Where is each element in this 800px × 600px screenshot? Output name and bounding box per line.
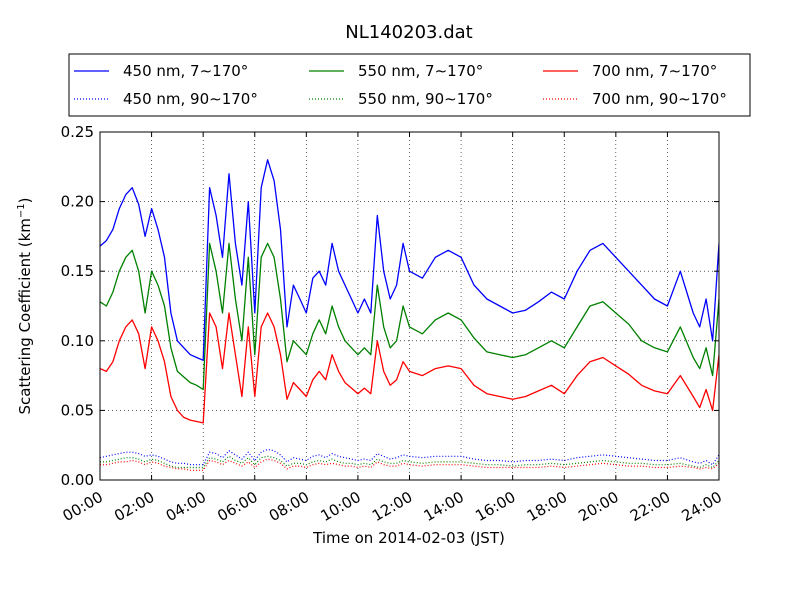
y-axis-label-end: ): [16, 197, 34, 203]
series-line-1: [100, 242, 719, 391]
grid-lines: [100, 132, 719, 480]
plot-area: 00:00 02:00 04:00 06:00 08:00 10:00 12:00 14:00…: [60, 123, 725, 525]
chart-title: NL140203.dat: [345, 22, 472, 43]
x-tick-label: 08:00: [266, 488, 312, 525]
axis-ticks: 00:00 02:00 04:00 06:00 08:00 10:00 12:00 14:00…: [60, 123, 725, 525]
series-line-0: [100, 159, 719, 361]
y-tick-label: 0.15: [61, 262, 94, 280]
y-tick-label: 0.10: [61, 332, 94, 350]
x-tick-label: 18:00: [524, 488, 570, 525]
y-axis-label: Scattering Coefficient (km−1): [16, 197, 34, 414]
y-axis-label-main: Scattering Coefficient (km: [16, 218, 34, 414]
series-line-4: [100, 455, 719, 469]
x-tick-label: 10:00: [317, 488, 363, 525]
x-tick-label: 20:00: [575, 488, 621, 525]
y-tick-label: 0.05: [61, 401, 94, 419]
legend-label-3: 450 nm, 90∼170°: [123, 90, 258, 108]
y-axis-label-sup: −1: [16, 203, 27, 218]
x-tick-label: 14:00: [421, 488, 467, 525]
x-tick-label: 22:00: [627, 488, 673, 525]
x-tick-label: 16:00: [472, 488, 518, 525]
x-tick-label: 06:00: [214, 488, 260, 525]
series-line-3: [100, 448, 719, 466]
legend-label-0: 450 nm, 7∼170°: [123, 62, 248, 80]
legend: 450 nm, 7∼170° 550 nm, 7∼170° 700 nm, 7∼17…: [68, 53, 751, 117]
y-tick-label: 0.00: [61, 471, 94, 489]
x-tick-label: 24:00: [679, 488, 725, 525]
y-tick-label: 0.20: [61, 193, 94, 211]
legend-label-2: 700 nm, 7∼170°: [592, 62, 717, 80]
series-layer: [100, 159, 719, 471]
x-tick-label: 02:00: [111, 488, 157, 525]
y-tick-label: 0.25: [61, 123, 94, 141]
legend-frame: [68, 53, 751, 117]
legend-label-5: 700 nm, 90∼170°: [592, 90, 727, 108]
x-tick-label: 04:00: [163, 488, 209, 525]
x-tick-label: 12:00: [369, 488, 415, 525]
legend-label-4: 550 nm, 90∼170°: [358, 90, 493, 108]
x-tick-label: 00:00: [60, 488, 106, 525]
series-line-2: [100, 312, 719, 424]
legend-label-1: 550 nm, 7∼170°: [358, 62, 483, 80]
x-axis-label: Time on 2014-02-03 (JST): [312, 529, 505, 547]
